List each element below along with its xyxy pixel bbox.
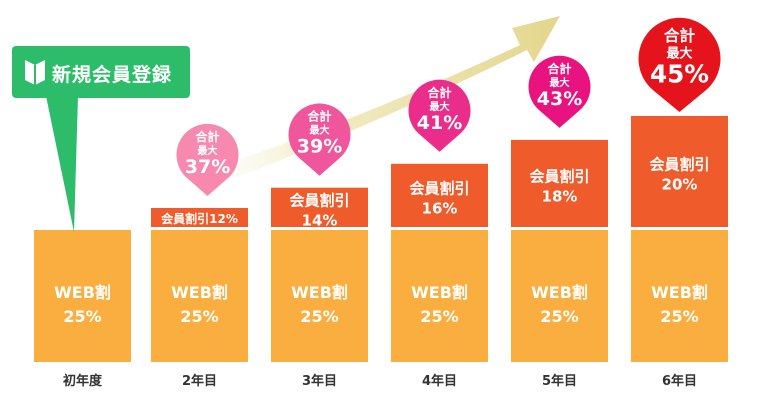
total-pin-value: 43%	[537, 88, 582, 110]
total-pin-value: 37%	[185, 156, 230, 178]
bar-web-discount	[151, 230, 248, 362]
bar-value-member-discount: 14%	[302, 211, 338, 229]
growth-arrow	[180, 16, 560, 195]
x-axis-label: 2年目	[182, 373, 217, 389]
x-axis-label: 初年度	[63, 373, 103, 389]
total-pin-value: 41%	[417, 112, 462, 134]
new-member-banner[interactable]: 新規会員登録	[12, 46, 190, 98]
bar-label-member-discount: 会員割引12%	[161, 211, 238, 226]
bar-value-web-discount: 25%	[300, 307, 338, 326]
x-axis-label: 3年目	[302, 373, 337, 389]
total-pin-sublabel: 最大	[666, 46, 692, 62]
bar-value-web-discount: 25%	[180, 307, 218, 326]
bar-label-web-discount: WEB割	[531, 283, 588, 302]
total-pin-label: 合計	[307, 109, 331, 124]
bar-member-discount	[271, 187, 368, 227]
total-pin-value: 39%	[297, 136, 342, 158]
bar-web-discount	[391, 230, 488, 362]
total-pin-shape	[638, 17, 721, 112]
x-axis-label: 6年目	[662, 373, 697, 389]
bar-label-web-discount: WEB割	[171, 283, 228, 302]
bar-label-web-discount: WEB割	[54, 283, 111, 302]
bar-value-web-discount: 25%	[63, 307, 101, 326]
bar-value-web-discount: 25%	[660, 307, 698, 326]
bar-web-discount	[631, 230, 728, 362]
total-pin-label: 合計	[195, 129, 219, 144]
total-pin-sublabel: 最大	[430, 100, 450, 113]
bar-web-discount	[34, 230, 131, 362]
bar-value-web-discount: 25%	[540, 307, 578, 326]
bar-value-member-discount: 20%	[662, 176, 698, 194]
bar-label-web-discount: WEB割	[651, 283, 708, 302]
total-pin-shape	[176, 123, 239, 196]
bar-value-member-discount: 16%	[422, 199, 458, 217]
x-axis-label: 5年目	[542, 373, 577, 389]
bar-web-discount	[511, 230, 608, 362]
total-pin-shape	[288, 103, 351, 176]
x-axis-label: 4年目	[422, 373, 457, 389]
total-pin-value: 45%	[650, 59, 709, 88]
total-pin-sublabel: 最大	[310, 124, 330, 137]
bar-label-member-discount: 会員割引	[529, 167, 589, 185]
bar-member-discount	[511, 139, 608, 227]
total-pin-sublabel: 最大	[550, 76, 570, 89]
bar-label-member-discount: 会員割引	[409, 179, 469, 197]
bar-value-member-discount: 18%	[542, 187, 578, 205]
bar-member-discount	[631, 116, 728, 227]
total-pin-label: 合計	[427, 85, 451, 100]
total-pin-sublabel: 最大	[198, 144, 218, 157]
banner-pointer	[46, 96, 78, 232]
total-pin-label: 合計	[547, 61, 571, 76]
bar-web-discount	[271, 230, 368, 362]
beginner-mark-icon	[25, 60, 45, 85]
bar-label-web-discount: WEB割	[291, 283, 348, 302]
bar-value-web-discount: 25%	[420, 307, 458, 326]
banner-label: 新規会員登録	[52, 64, 173, 86]
bar-label-member-discount: 会員割引	[289, 191, 349, 209]
bar-member-discount	[151, 208, 248, 227]
total-pin-shape	[528, 55, 591, 128]
bar-label-member-discount: 会員割引	[649, 156, 709, 174]
total-pin-label: 合計	[664, 26, 696, 45]
bar-label-web-discount: WEB割	[411, 283, 468, 302]
bar-member-discount	[391, 163, 488, 227]
total-pin-shape	[408, 79, 471, 152]
